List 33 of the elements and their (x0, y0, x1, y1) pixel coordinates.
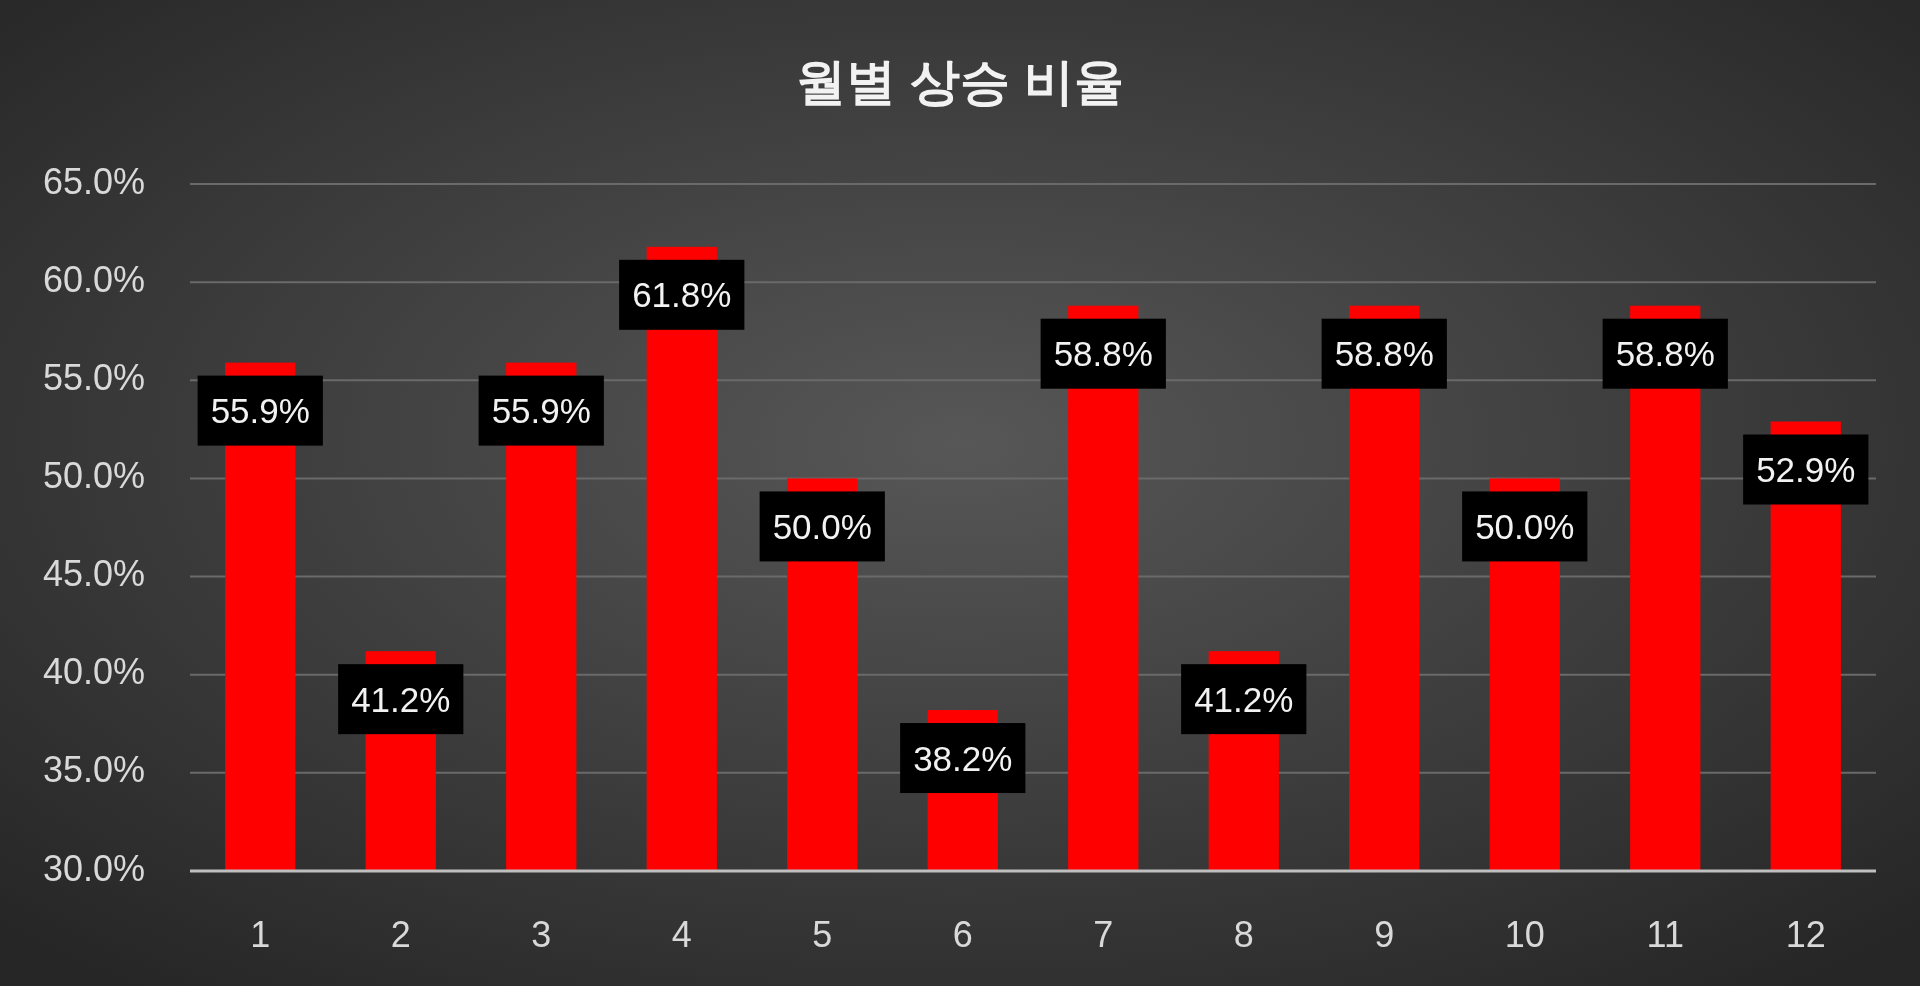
data-label: 41.2% (1194, 679, 1294, 719)
data-label: 61.8% (632, 275, 732, 315)
y-tick-label: 35.0% (42, 749, 145, 791)
x-tick-label: 6 (952, 913, 973, 955)
y-tick-label: 55.0% (42, 356, 145, 398)
x-tick-label: 12 (1785, 913, 1826, 955)
data-label: 55.9% (210, 391, 310, 431)
data-label: 58.8% (1615, 334, 1715, 374)
y-tick-label: 40.0% (42, 651, 145, 693)
x-tick-label: 4 (671, 913, 692, 955)
data-label: 52.9% (1756, 450, 1856, 490)
chart-title: 월별 상승 비율 (796, 54, 1124, 111)
y-tick-label: 45.0% (42, 553, 145, 595)
data-label: 50.0% (772, 506, 872, 546)
x-tick-label: 2 (390, 913, 411, 955)
y-tick-label: 50.0% (42, 454, 145, 496)
x-tick-label: 3 (531, 913, 552, 955)
x-tick-label: 5 (812, 913, 833, 955)
data-label: 38.2% (913, 738, 1013, 778)
y-tick-label: 60.0% (42, 258, 145, 300)
x-tick-label: 11 (1646, 913, 1684, 955)
x-tick-label: 7 (1093, 913, 1114, 955)
y-tick-label: 30.0% (42, 847, 145, 889)
x-tick-label: 1 (250, 913, 271, 955)
x-tick-label: 10 (1504, 913, 1545, 955)
data-label: 41.2% (351, 679, 451, 719)
data-label: 50.0% (1475, 506, 1575, 546)
data-label: 55.9% (491, 391, 591, 431)
data-label: 58.8% (1334, 334, 1434, 374)
x-tick-label: 8 (1233, 913, 1254, 955)
data-label: 58.8% (1053, 334, 1153, 374)
x-tick-label: 9 (1374, 913, 1395, 955)
y-tick-label: 65.0% (42, 160, 145, 202)
